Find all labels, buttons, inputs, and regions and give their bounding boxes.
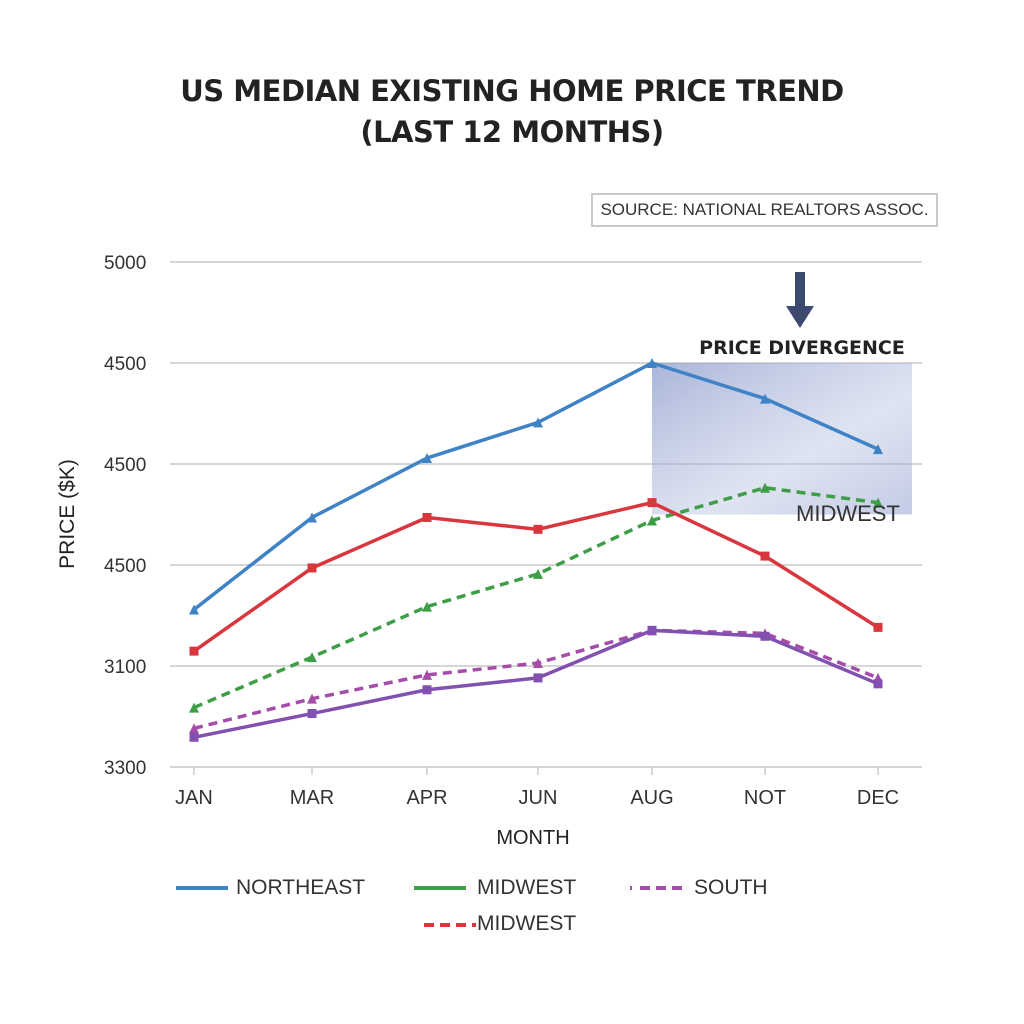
chart-subtitle: (LAST 12 MONTHS) — [360, 115, 664, 149]
data-point — [422, 685, 432, 695]
x-tick-label: AUG — [630, 787, 673, 809]
x-tick-label: NOT — [744, 787, 786, 809]
y-tick-label: 3100 — [104, 657, 146, 678]
chart-title: US MEDIAN EXISTING HOME PRICE TREND — [180, 74, 844, 108]
data-point — [307, 563, 317, 573]
x-axis-label: MONTH — [496, 827, 569, 849]
y-tick-label: 5000 — [104, 253, 146, 274]
x-tick-label: JUN — [519, 787, 558, 809]
annotation-price-divergence: PRICE DIVERGENCE — [699, 337, 905, 359]
data-point — [533, 673, 543, 683]
data-point — [647, 358, 657, 368]
data-point — [189, 732, 199, 742]
data-point — [422, 453, 432, 464]
y-tick-label: 4500 — [104, 354, 146, 375]
series-line-4 — [193, 628, 879, 740]
data-point — [760, 551, 770, 561]
y-axis-label: PRICE ($K) — [56, 459, 79, 569]
data-point — [307, 652, 317, 663]
data-point — [647, 515, 657, 526]
data-point — [533, 658, 543, 669]
data-point — [422, 601, 432, 612]
arrow-down-icon — [795, 272, 805, 308]
data-point — [533, 417, 543, 428]
y-tick-label: 3300 — [104, 758, 146, 779]
arrow-down-icon — [786, 306, 814, 328]
x-tick-label: APR — [406, 787, 447, 809]
legend-label-south: SOUTH — [694, 876, 768, 899]
legend-label-midwest-green: MIDWEST — [477, 876, 577, 899]
data-point — [189, 702, 199, 713]
source-note: SOURCE: NATIONAL REALTORS ASSOC. — [591, 193, 938, 227]
data-point — [307, 693, 317, 704]
annotation-midwest: MIDWEST — [796, 501, 900, 526]
data-point — [760, 393, 770, 404]
y-tick-label: 4500 — [104, 455, 146, 476]
data-point — [760, 482, 770, 493]
data-point — [533, 524, 543, 534]
legend-label-northeast: NORTHEAST — [236, 876, 366, 899]
data-point — [307, 709, 317, 719]
x-tick-label: MAR — [290, 787, 334, 809]
data-point — [647, 498, 657, 508]
data-point — [189, 604, 199, 615]
data-point — [307, 512, 317, 523]
x-tick-label: DEC — [857, 787, 899, 809]
data-point — [422, 512, 432, 522]
data-point — [873, 622, 883, 632]
data-point — [189, 646, 199, 656]
x-tick-label: JAN — [175, 787, 213, 809]
data-point — [189, 723, 199, 734]
data-point — [873, 497, 883, 508]
data-point — [647, 625, 657, 635]
data-point — [873, 444, 883, 455]
data-point — [873, 679, 883, 689]
data-point — [422, 669, 432, 680]
y-tick-label: 4500 — [104, 556, 146, 577]
data-point — [533, 568, 543, 579]
divergence-region — [652, 363, 912, 515]
legend-label-midwest-red: MIDWEST — [477, 912, 577, 935]
data-point — [760, 631, 770, 641]
